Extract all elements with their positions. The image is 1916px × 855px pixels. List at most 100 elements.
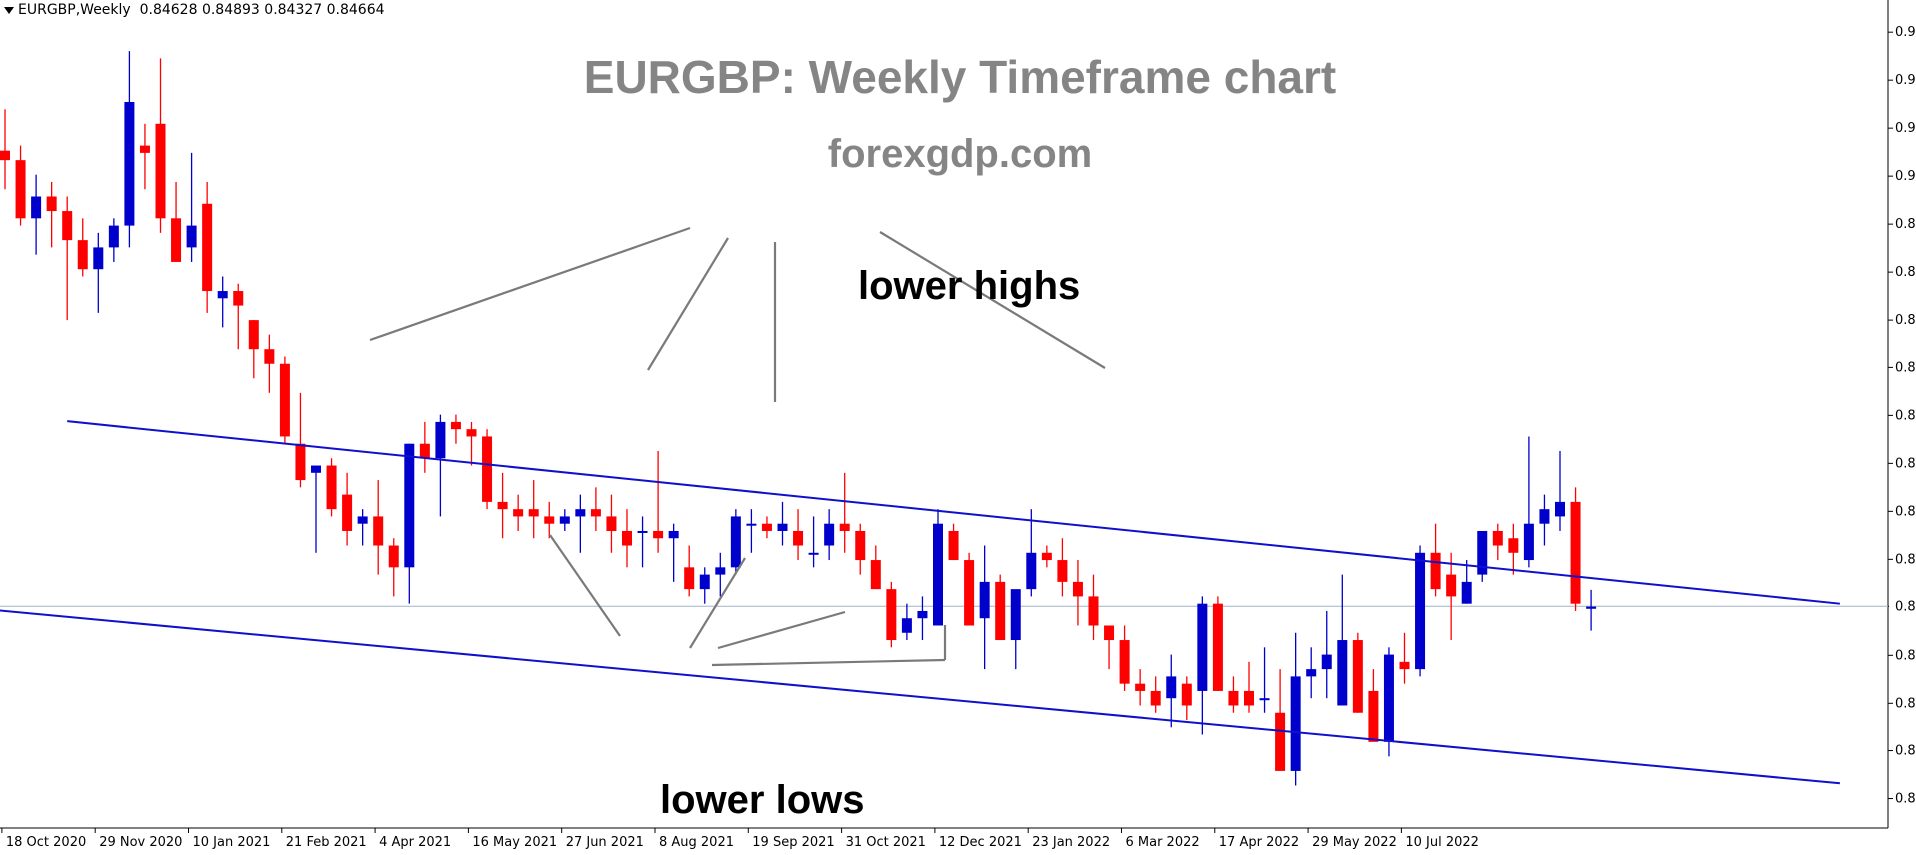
candle-body-bear <box>839 523 850 531</box>
candle-body-bear <box>1368 690 1379 742</box>
candle-body-bear <box>342 494 353 531</box>
x-tick-label: 4 Apr 2021 <box>379 835 451 850</box>
candle-body-bull <box>979 581 990 619</box>
candle-body-bull <box>1321 654 1332 670</box>
candle-body-bear <box>279 363 290 437</box>
candle-body-bear <box>295 443 306 481</box>
channel-line-lower <box>0 609 1840 785</box>
candle-body-bull <box>108 225 119 248</box>
annotation-pointer-line <box>879 231 1106 369</box>
candle-body-bear <box>233 291 244 306</box>
candle-body-bull <box>404 443 415 568</box>
candle-body-bull <box>730 516 741 568</box>
candle-body-bear <box>590 509 601 517</box>
candle-body-bull <box>1539 509 1550 524</box>
y-tick-label: 0.88600 <box>1895 313 1916 328</box>
symbol-info-text: EURGBP,Weekly 0.84628 0.84893 0.84327 0.… <box>18 2 385 18</box>
candle-body-bull <box>1477 530 1488 575</box>
y-tick-label: 0.85310 <box>1895 552 1916 567</box>
candle-body-bear <box>622 530 632 546</box>
candle-body-bull <box>1523 523 1534 561</box>
candle-body-bear <box>1181 683 1192 706</box>
candle-body-bull <box>699 574 710 590</box>
candle-body-bear <box>793 530 804 546</box>
y-tick-label: 0.91900 <box>1895 73 1916 88</box>
candle-body-bear <box>1228 690 1239 706</box>
candle-body-bear <box>482 436 493 502</box>
current-price-label-bg <box>1889 598 1916 615</box>
candle-body-bear <box>1508 538 1519 553</box>
annotation-lower-lows: lower lows <box>660 778 865 822</box>
candle-body-bull <box>93 247 104 270</box>
y-tick-label: 0.82680 <box>1895 744 1916 759</box>
candle-body-bear <box>886 589 897 641</box>
annotation-pointer-line <box>647 237 729 371</box>
candle-body-bull <box>777 523 788 531</box>
candle-body-bull <box>124 101 135 226</box>
x-tick-label: 23 Jan 2022 <box>1032 835 1110 850</box>
candle-body-bull <box>1586 606 1597 609</box>
candle-body-bear <box>46 196 57 212</box>
candle-body-bear <box>1135 683 1146 691</box>
candle-body-bear <box>62 211 73 241</box>
candle-body-bear <box>1275 712 1286 771</box>
candle-body-bear <box>606 516 617 531</box>
x-tick-label: 10 Jul 2022 <box>1405 835 1479 850</box>
y-tick-label: 0.87950 <box>1895 360 1916 375</box>
dropdown-triangle-icon <box>4 6 14 14</box>
annotation-pointer-line <box>711 658 946 667</box>
candle-body-bear <box>1244 690 1254 706</box>
y-tick-label: 0.86630 <box>1895 456 1916 471</box>
x-tick-label: 29 Nov 2020 <box>99 835 182 850</box>
candle-body-bear <box>139 145 150 153</box>
y-tick-label: 0.89260 <box>1895 265 1916 280</box>
candle-body-bear <box>1150 690 1161 706</box>
y-tick-label: 0.83990 <box>1895 648 1916 663</box>
y-tick-label: 0.91240 <box>1895 121 1916 136</box>
candle-body-bull <box>824 523 835 546</box>
candle-body-bull <box>217 291 228 299</box>
candle-body-bull <box>715 567 726 575</box>
candle-body-bear <box>1446 574 1457 597</box>
candle-body-bear <box>1088 596 1099 626</box>
annotation-pointer-line <box>689 557 746 649</box>
x-tick-label: 8 Aug 2021 <box>659 835 734 850</box>
y-tick-label: 0.82020 <box>1895 792 1916 807</box>
candle-body-bull <box>1010 589 1021 641</box>
candle-body-bear <box>964 560 975 626</box>
x-tick-label: 31 Oct 2021 <box>846 835 926 850</box>
candle-body-bear <box>15 160 26 219</box>
candle-body-bear <box>513 509 524 517</box>
candle-body-bull <box>1383 654 1394 742</box>
current-price-label: 0.84664 <box>1895 599 1916 614</box>
candle-body-bull <box>357 516 368 524</box>
candle-body-bear <box>1430 552 1441 590</box>
x-tick-label: 21 Feb 2021 <box>286 835 367 850</box>
candle-body-bear <box>653 530 664 539</box>
candle-body-bear <box>419 443 430 459</box>
candle-body-bear <box>1057 560 1068 582</box>
x-tick-label: 29 May 2022 <box>1312 835 1397 850</box>
candle-body-bull <box>637 530 648 533</box>
candle-body-bear <box>684 567 695 590</box>
candle-body-bear <box>466 429 477 437</box>
x-tick-label: 12 Dec 2021 <box>939 835 1022 850</box>
candle-body-bear <box>202 203 213 292</box>
candle-body-bull <box>1197 603 1208 691</box>
candle-body-bear <box>1072 581 1083 597</box>
channel-line-upper <box>67 420 1841 605</box>
candle-body-bear <box>761 523 772 531</box>
candle-body-bull <box>1555 501 1565 517</box>
candle-body-bull <box>668 530 679 539</box>
candle-body-bear <box>1492 530 1503 546</box>
candle-body-bull <box>746 523 757 526</box>
y-tick-label: 0.89920 <box>1895 217 1916 232</box>
candle-body-bull <box>901 618 912 633</box>
x-tick-label: 19 Sep 2021 <box>752 835 834 850</box>
annotation-pointer-line <box>717 610 846 650</box>
x-tick-label: 18 Oct 2020 <box>6 835 86 850</box>
candle-body-bear <box>1399 661 1410 670</box>
candle-body-bull <box>808 552 819 555</box>
